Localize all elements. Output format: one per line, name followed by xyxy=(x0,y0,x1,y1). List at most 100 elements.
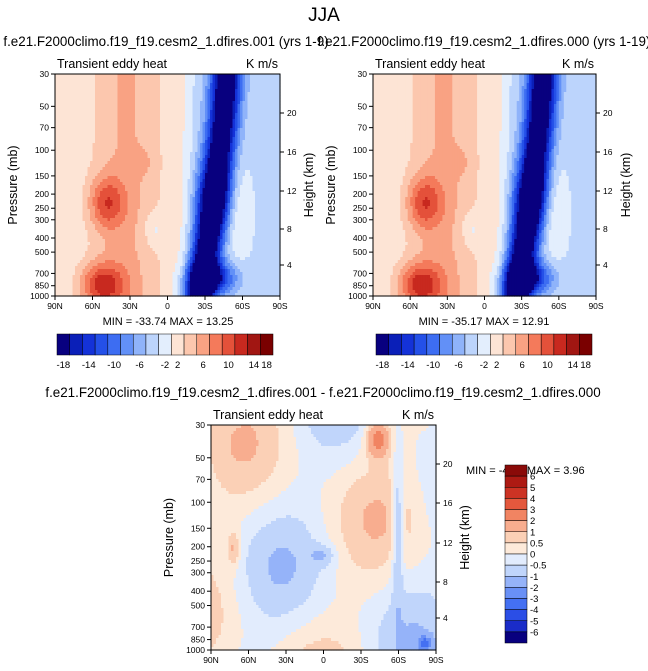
panel-1-cell xyxy=(180,116,184,120)
panel-1-cell xyxy=(265,83,269,87)
panel-1-cell xyxy=(107,86,111,90)
panel-1-cell xyxy=(225,74,229,78)
panel-1-cell xyxy=(97,113,101,117)
panel-1-cell xyxy=(142,89,146,93)
panel-1-cell xyxy=(137,110,141,114)
panel-1-cell xyxy=(85,77,89,81)
panel-1-cell xyxy=(125,92,129,96)
panel-1-cell xyxy=(207,86,211,90)
panel-1-cell xyxy=(117,110,121,114)
panel-1-cell xyxy=(172,80,176,84)
panel-1-cell xyxy=(197,98,201,102)
panel-1-cell xyxy=(115,89,119,93)
panel-1-cell xyxy=(122,92,126,96)
panel-1-cell xyxy=(72,83,76,87)
panel-1-cell xyxy=(192,101,196,105)
panel-1-cell xyxy=(207,119,211,123)
panel-1-cell xyxy=(162,95,166,99)
panel-1-cell xyxy=(185,98,189,102)
panel-1-cell xyxy=(175,83,179,87)
panel-1-cell xyxy=(270,95,274,99)
panel-1-cell xyxy=(82,101,86,105)
panel-1-cell xyxy=(70,86,74,90)
panel-1-cell xyxy=(275,110,279,114)
panel-1-cell xyxy=(245,116,249,120)
panel-1-cell xyxy=(275,113,279,117)
panel-1-cell xyxy=(227,95,231,99)
panel-1-cell xyxy=(152,104,156,108)
panel-1-cell xyxy=(145,101,149,105)
panel-1-cell xyxy=(242,83,246,87)
panel-1-cell xyxy=(210,77,214,81)
panel-1-cell xyxy=(92,107,96,111)
panel-1-cell xyxy=(192,80,196,84)
panel-1-cell xyxy=(257,116,261,120)
panel-1-cell xyxy=(237,77,241,81)
panel-1-cell xyxy=(65,110,69,114)
panel-1-cell xyxy=(87,119,91,123)
panel-1-cell xyxy=(70,104,74,108)
panel-1-cell xyxy=(265,110,269,114)
panel-1-cell xyxy=(162,74,166,78)
panel-1-cell xyxy=(110,89,114,93)
panel-1-cell xyxy=(165,80,169,84)
panel-1-cell xyxy=(240,107,244,111)
panel-1-cell xyxy=(130,74,134,78)
panel-1-cell xyxy=(220,104,224,108)
panel-1-cell xyxy=(210,104,214,108)
panel-1-cell xyxy=(210,101,214,105)
panel-1-cell xyxy=(157,101,161,105)
panel-1-cell xyxy=(75,110,79,114)
panel-1-cell xyxy=(255,74,259,78)
panel-1-cell xyxy=(75,80,79,84)
panel-1-cell xyxy=(200,86,204,90)
panel-1-cell xyxy=(100,80,104,84)
panel-1-cell xyxy=(160,98,164,102)
panel-1-cell xyxy=(180,98,184,102)
panel-1-cell xyxy=(267,92,271,96)
panel-1-cell xyxy=(167,116,171,120)
panel-1-cell xyxy=(60,119,64,123)
panel-1-cell xyxy=(175,89,179,93)
panel-1-cell xyxy=(120,92,124,96)
panel-1-cell xyxy=(257,74,261,78)
panel-1-cell xyxy=(130,119,134,123)
panel-1-cell xyxy=(75,113,79,117)
panel-1-cell xyxy=(210,83,214,87)
panel-1-cell xyxy=(202,95,206,99)
panel-1-cell xyxy=(105,110,109,114)
panel-1-cell xyxy=(247,89,251,93)
panel-1-cell xyxy=(77,83,81,87)
panel-1-cell xyxy=(267,77,271,81)
panel-1-cell xyxy=(275,95,279,99)
panel-1-cell xyxy=(105,116,109,120)
panel-1-cell xyxy=(277,101,281,105)
panel-1-cell xyxy=(80,119,84,123)
panel-1-cell xyxy=(92,89,96,93)
panel-1-cell xyxy=(197,119,201,123)
panel-1-cell xyxy=(255,86,259,90)
panel-1-cell xyxy=(102,74,106,78)
panel-1-cell xyxy=(217,83,221,87)
panel-1-cell xyxy=(245,101,249,105)
panel-1-cell xyxy=(132,89,136,93)
panel-1-cell xyxy=(130,101,134,105)
panel-1-cell xyxy=(167,86,171,90)
panel-1-cell xyxy=(235,95,239,99)
panel-1-cell xyxy=(165,92,169,96)
panel-1-cell xyxy=(72,86,76,90)
panel-1-cell xyxy=(117,116,121,120)
panel-1-cell xyxy=(132,101,136,105)
panel-1-cell xyxy=(245,89,249,93)
panel-1-cell xyxy=(190,104,194,108)
panel-1-cell xyxy=(112,89,116,93)
panel-1-cell xyxy=(165,119,169,123)
panel-1-cell xyxy=(87,101,91,105)
panel-1-cell xyxy=(222,104,226,108)
panel-1-cell xyxy=(110,86,114,90)
panel-1-cell xyxy=(187,119,191,123)
panel-1-cell xyxy=(135,92,139,96)
panel-1-cell xyxy=(160,101,164,105)
panel-1-cell xyxy=(175,110,179,114)
panel-1-cell xyxy=(70,98,74,102)
